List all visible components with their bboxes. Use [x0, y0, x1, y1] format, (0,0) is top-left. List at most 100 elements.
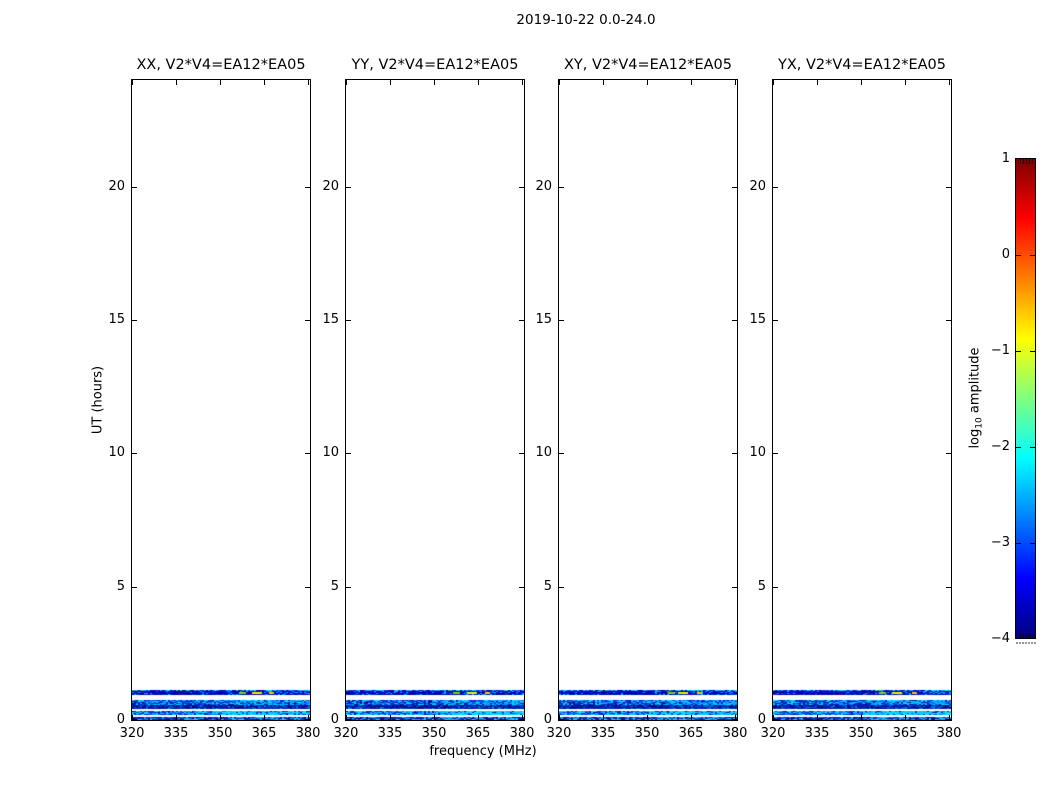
y-tick-right: [305, 187, 310, 188]
y-tick: [559, 187, 564, 188]
x-tick: [603, 715, 604, 720]
colorbar-edge-dot: [1016, 642, 1018, 644]
y-tick-label: 5: [116, 579, 125, 594]
x-tick: [308, 715, 309, 720]
subplot-panel-yy: [345, 79, 525, 721]
x-tick-label: 380: [936, 726, 962, 741]
x-tick-label: 320: [333, 726, 359, 741]
y-tick-right: [519, 187, 524, 188]
y-tick-right: [732, 719, 737, 720]
y-tick: [132, 320, 137, 321]
y-tick: [132, 719, 137, 720]
x-tick-top: [434, 80, 435, 85]
subplot-title-yx: YX, V2*V4=EA12*EA05: [777, 57, 946, 73]
subplot-title-xx: XX, V2*V4=EA12*EA05: [136, 57, 306, 73]
y-tick-label: 20: [535, 179, 552, 194]
x-tick-top: [559, 80, 560, 85]
colorbar-tick-label: −1: [990, 343, 1010, 358]
x-tick-top: [522, 80, 523, 85]
x-tick-top: [132, 80, 133, 85]
x-tick-label: 335: [377, 726, 403, 741]
x-tick-label: 380: [509, 726, 535, 741]
y-tick: [559, 453, 564, 454]
subplot-panel-xy: [558, 79, 738, 721]
y-tick-label: 15: [108, 312, 125, 327]
colorbar-edge-dot: [1022, 642, 1024, 644]
colorbar-edge-dot: [1034, 642, 1036, 644]
y-tick-label: 0: [543, 712, 552, 727]
y-tick-label: 15: [535, 312, 552, 327]
y-tick-label: 15: [749, 312, 766, 327]
colorbar-tick: [1016, 447, 1021, 448]
y-tick-right: [305, 320, 310, 321]
colorbar-tick-label: 1: [1001, 151, 1010, 166]
y-tick-right: [305, 719, 310, 720]
colorbar-edge-dot: [1019, 642, 1021, 644]
y-tick: [346, 187, 351, 188]
y-tick: [773, 320, 778, 321]
y-tick: [132, 453, 137, 454]
y-tick: [346, 453, 351, 454]
subplot-panel-xx: [131, 79, 311, 721]
x-tick: [735, 715, 736, 720]
x-tick-label: 335: [163, 726, 189, 741]
x-tick-top: [735, 80, 736, 85]
colorbar-minor-tick: [1029, 633, 1030, 638]
x-tick: [905, 715, 906, 720]
y-tick-label: 10: [535, 445, 552, 460]
x-tick-label: 365: [678, 726, 704, 741]
y-tick: [773, 719, 778, 720]
spectrogram-canvas-yy: [346, 80, 524, 720]
x-tick-top: [220, 80, 221, 85]
y-tick-right: [732, 587, 737, 588]
colorbar-minor-tick: [1032, 633, 1033, 638]
y-tick-right: [519, 587, 524, 588]
colorbar-tick-label: −3: [990, 535, 1010, 550]
y-tick: [346, 320, 351, 321]
x-tick-label: 365: [465, 726, 491, 741]
colorbar-edge-dot: [1028, 642, 1030, 644]
x-tick: [264, 715, 265, 720]
colorbar: [1015, 158, 1036, 639]
colorbar-tick-label: 0: [1001, 247, 1010, 262]
y-tick: [559, 719, 564, 720]
colorbar-tick: [1016, 543, 1021, 544]
colorbar-minor-tick: [1026, 159, 1027, 164]
y-tick-right: [519, 453, 524, 454]
y-tick-right: [946, 587, 951, 588]
x-tick: [647, 715, 648, 720]
x-tick-top: [647, 80, 648, 85]
x-tick-label: 350: [848, 726, 874, 741]
x-tick-top: [861, 80, 862, 85]
spectrogram-canvas-yx: [773, 80, 951, 720]
x-tick-label: 350: [421, 726, 447, 741]
x-tick: [949, 715, 950, 720]
y-tick-right: [305, 587, 310, 588]
y-tick: [559, 587, 564, 588]
y-tick: [773, 587, 778, 588]
colorbar-minor-tick: [1023, 633, 1024, 638]
subplot-title-xy: XY, V2*V4=EA12*EA05: [563, 57, 732, 73]
x-tick-label: 380: [722, 726, 748, 741]
x-tick-top: [264, 80, 265, 85]
x-tick: [559, 715, 560, 720]
colorbar-minor-tick: [1029, 159, 1030, 164]
x-tick: [220, 715, 221, 720]
colorbar-label-subscript: 10: [974, 417, 985, 429]
colorbar-tick: [1030, 255, 1035, 256]
x-tick: [522, 715, 523, 720]
y-tick: [132, 187, 137, 188]
y-tick-label: 20: [322, 179, 339, 194]
figure-title: 2019-10-22 0.0-24.0: [516, 12, 656, 28]
colorbar-minor-tick: [1035, 159, 1036, 164]
y-tick-right: [732, 320, 737, 321]
y-tick-label: 5: [757, 579, 766, 594]
x-tick: [176, 715, 177, 720]
x-tick-label: 365: [892, 726, 918, 741]
x-tick-top: [691, 80, 692, 85]
x-tick-label: 350: [207, 726, 233, 741]
y-tick-right: [946, 187, 951, 188]
y-tick: [346, 719, 351, 720]
x-tick-top: [346, 80, 347, 85]
